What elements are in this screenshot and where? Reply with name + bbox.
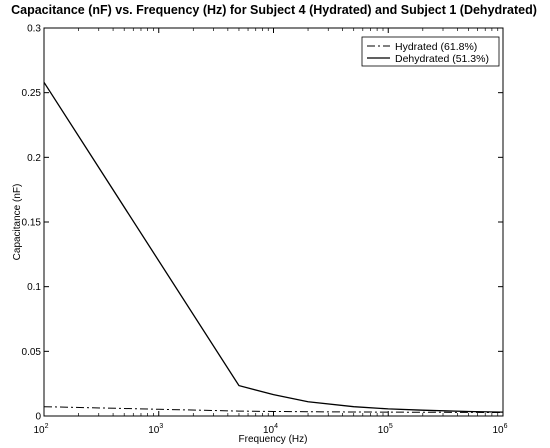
series-line-hydrated: [43, 406, 504, 414]
legend-label-dehydrated: Dehydrated (51.3%): [395, 53, 489, 65]
x-tick-label: 103: [148, 423, 163, 436]
series-lines: [43, 81, 504, 414]
y-axis-label: Capacitance (nF): [12, 184, 23, 261]
x-tick-label: 105: [378, 423, 393, 436]
legend: Hydrated (61.8%) Dehydrated (51.3%): [361, 36, 500, 67]
x-tick-label: 102: [33, 423, 48, 436]
y-tick-label: 0.2: [27, 153, 41, 164]
y-tick-label: 0: [35, 412, 41, 423]
chart-title: Capacitance (nF) vs. Frequency (Hz) for …: [11, 3, 537, 17]
y-tick-label: 0.15: [22, 218, 42, 229]
x-tick-label: 104: [263, 423, 278, 436]
axis-ticks: 0 0.05 0.1 0.15 0.2 0.25 0.3 102 103 104 105 106: [22, 24, 508, 437]
x-axis-label: Frequency (Hz): [239, 434, 308, 445]
legend-label-hydrated: Hydrated (61.8%): [395, 41, 477, 53]
series-line-dehydrated: [43, 81, 504, 413]
x-tick-label: 106: [492, 423, 507, 436]
plot-area-frame: [43, 27, 504, 417]
y-tick-label: 0.05: [22, 347, 42, 358]
y-tick-label: 0.3: [27, 24, 41, 35]
y-tick-label: 0.25: [22, 88, 42, 99]
y-tick-label: 0.1: [27, 282, 41, 293]
legend-box: [361, 36, 500, 67]
